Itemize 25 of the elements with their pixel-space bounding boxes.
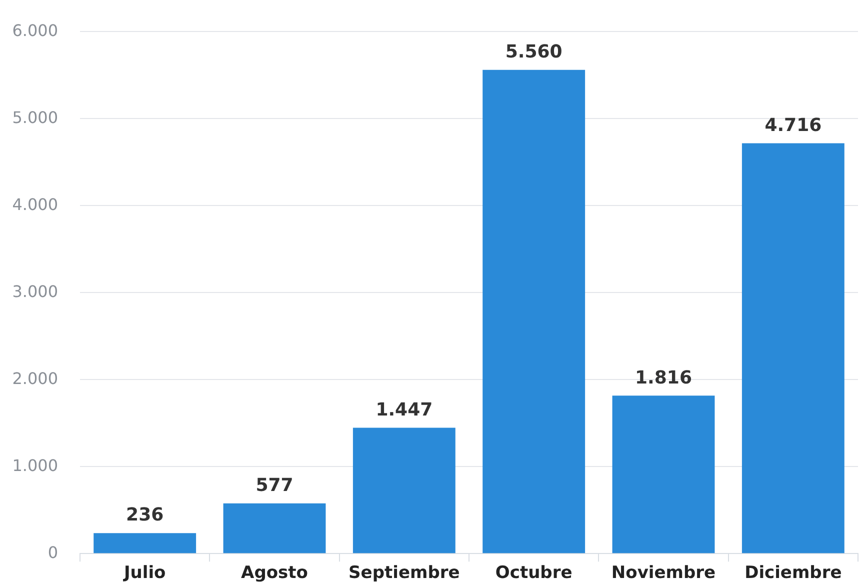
- y-tick-label: 6.000: [12, 20, 58, 40]
- y-tick-label: 3.000: [12, 282, 58, 301]
- data-label: 1.447: [376, 399, 433, 420]
- y-tick-label: 0: [48, 542, 58, 562]
- data-label: 236: [126, 504, 164, 526]
- data-label: 5.560: [505, 42, 562, 63]
- bar: [223, 503, 326, 554]
- bar: [612, 396, 715, 554]
- data-label: 1.816: [635, 367, 692, 388]
- data-label: 4.716: [764, 114, 822, 136]
- bar: [94, 533, 196, 554]
- y-tick-label: 4.000: [12, 194, 58, 214]
- y-tick-label: 5.000: [12, 108, 58, 127]
- y-tick-label: 1.000: [12, 456, 58, 475]
- x-tick-label: Julio: [122, 563, 166, 584]
- bar: [482, 70, 586, 554]
- x-tick-label: Noviembre: [611, 563, 716, 584]
- y-tick-label: 2.000: [12, 368, 58, 388]
- data-label: 577: [256, 475, 294, 496]
- bar: [742, 143, 844, 554]
- x-tick-label: Agosto: [241, 563, 308, 584]
- bar: [352, 428, 456, 554]
- x-tick-label: Diciembre: [744, 563, 842, 584]
- x-tick-label: Octubre: [495, 563, 572, 584]
- x-tick-label: Septiembre: [348, 563, 460, 584]
